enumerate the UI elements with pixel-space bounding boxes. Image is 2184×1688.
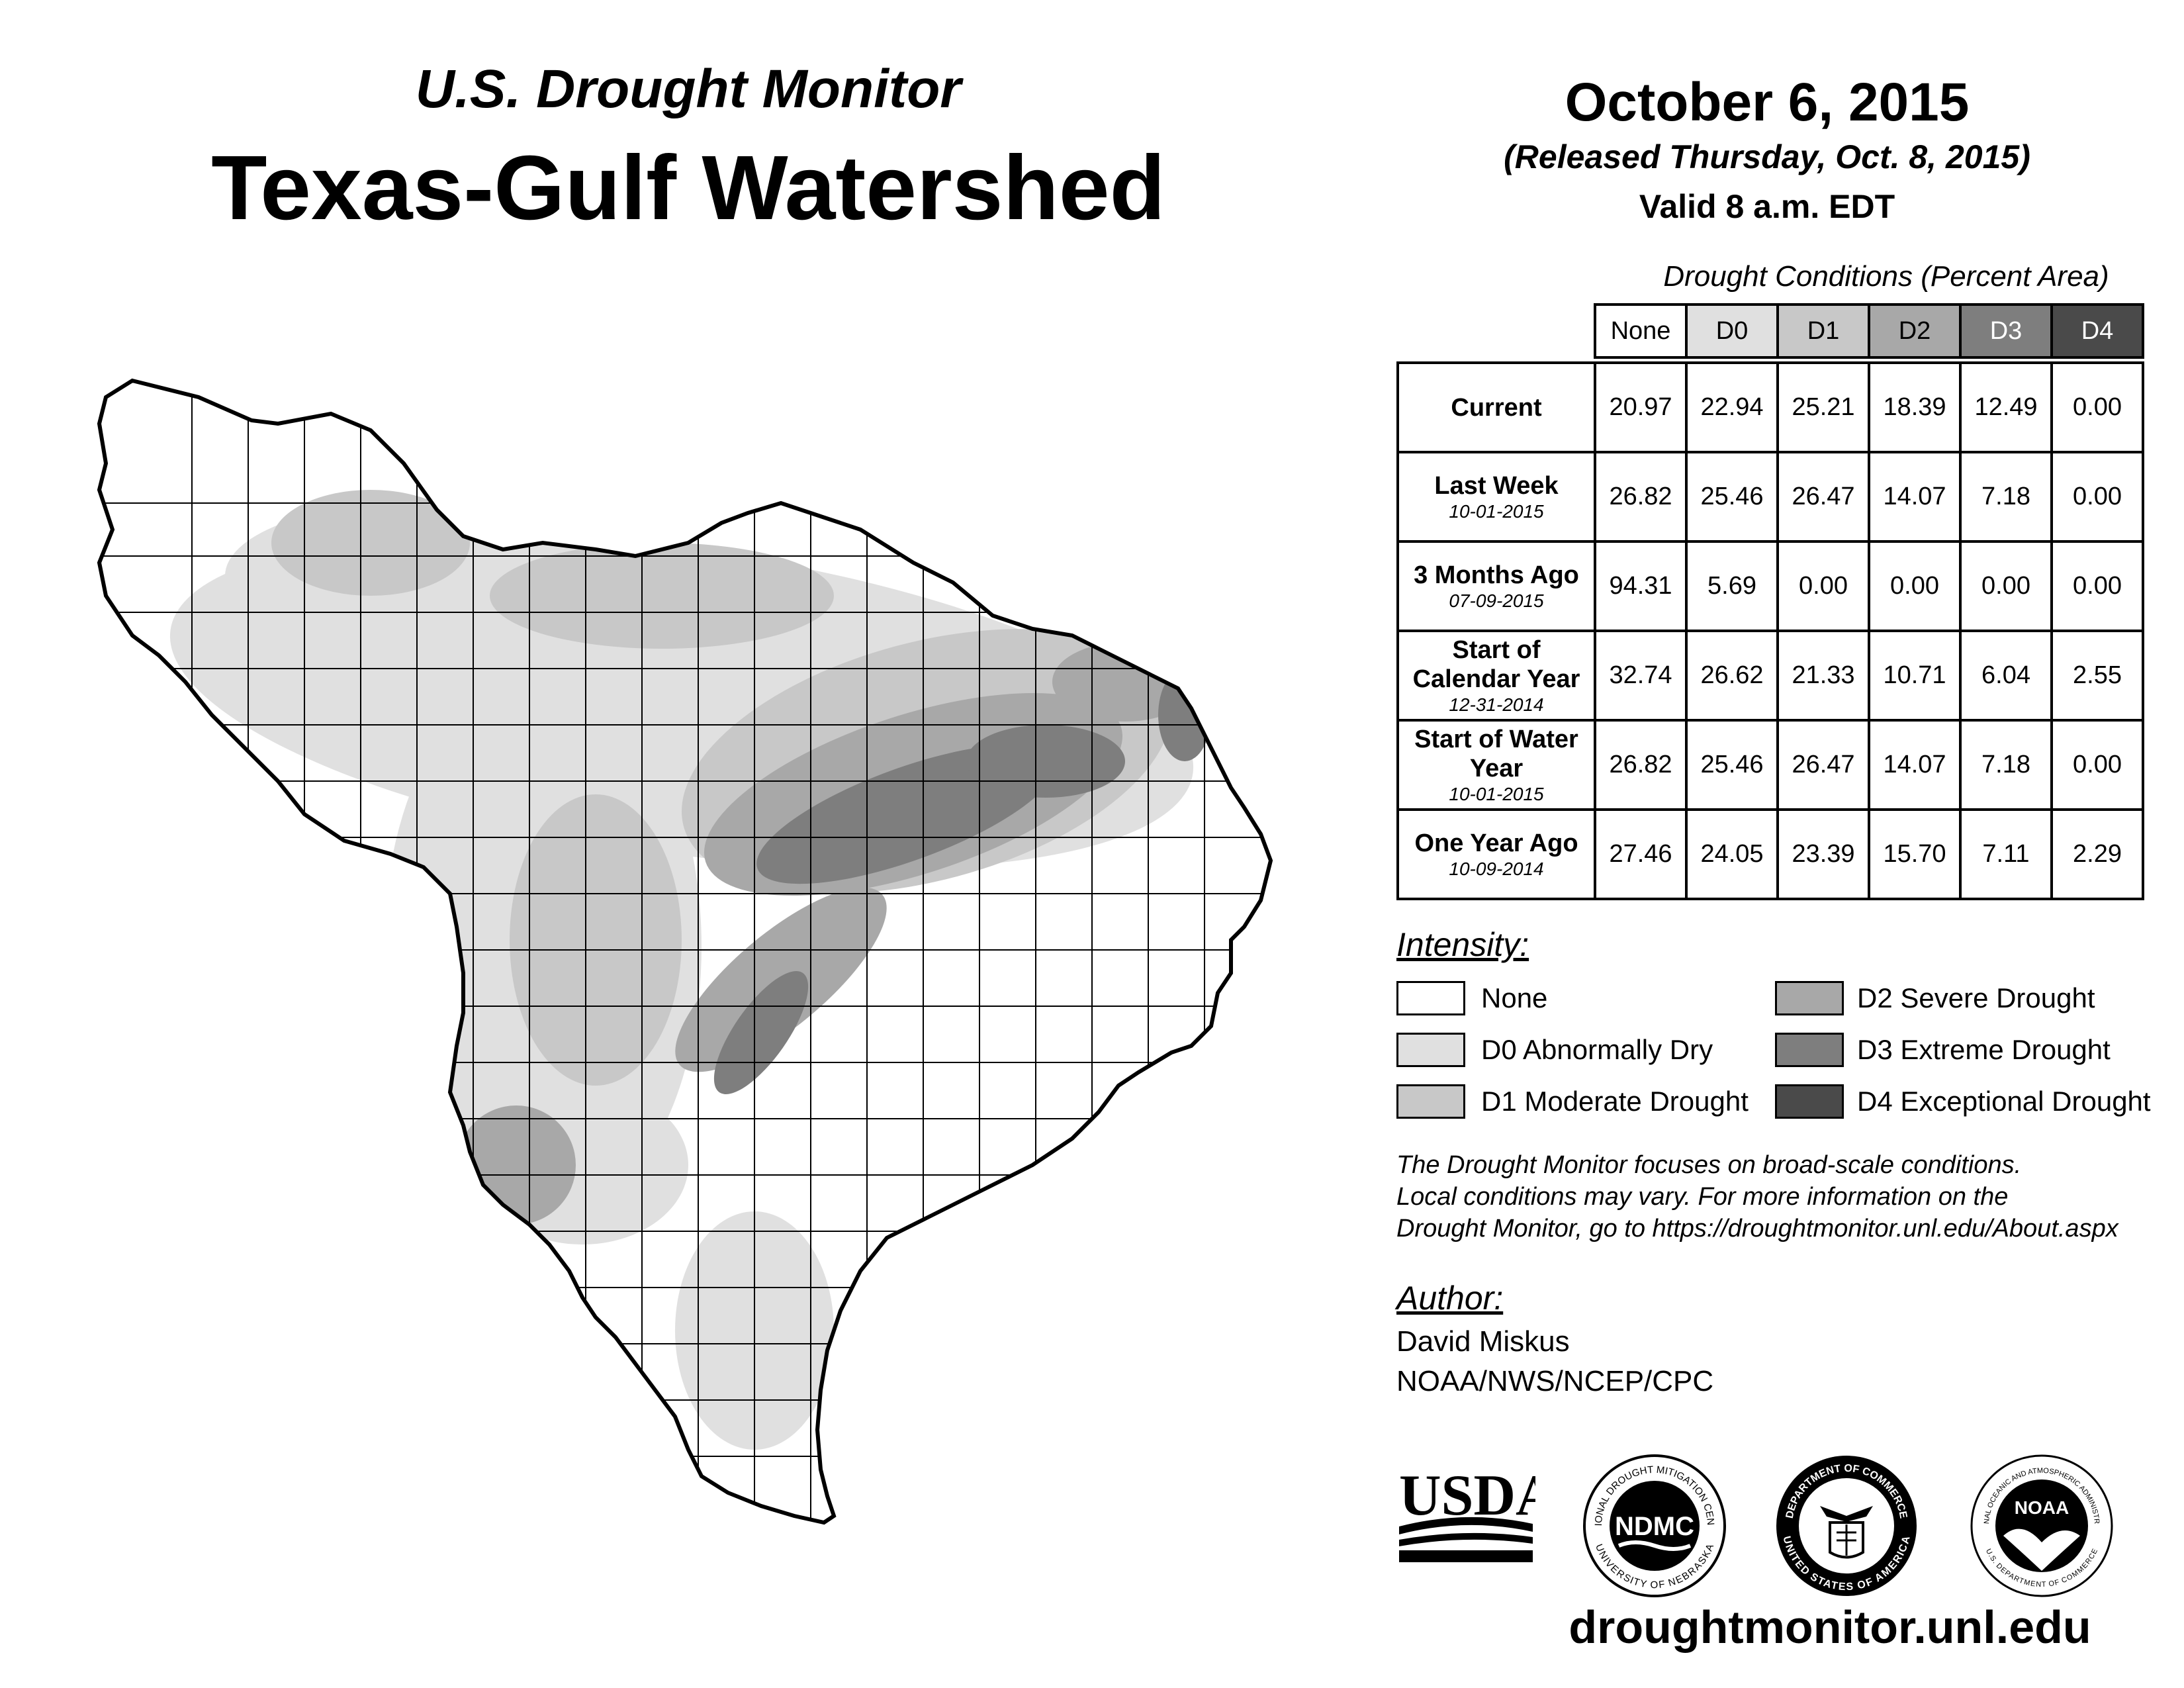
website-link[interactable]: droughtmonitor.unl.edu (1569, 1601, 2091, 1653)
legend-swatch-d3 (1775, 1033, 1844, 1067)
table-cell: 7.11 (1959, 808, 2053, 900)
table-row: Start of Calendar Year 12-31-2014 32.74 2… (1396, 630, 2144, 722)
table-cell: 14.07 (1868, 451, 1962, 543)
legend-swatch-none (1396, 981, 1465, 1015)
table-cell: 25.46 (1685, 451, 1779, 543)
table-cell: 25.21 (1776, 361, 1870, 453)
table-cell: 26.82 (1594, 719, 1688, 811)
table-cell: 12.49 (1959, 361, 2053, 453)
table-cell: 0.00 (1776, 540, 1870, 632)
legend-swatch-d4 (1775, 1084, 1844, 1119)
table-row: Current 20.97 22.94 25.21 18.39 12.49 0.… (1396, 361, 2144, 453)
svg-text:USDA: USDA (1399, 1464, 1535, 1528)
table-cell: 26.82 (1594, 451, 1688, 543)
table-cell: 21.33 (1776, 630, 1870, 722)
row-label: Start of Water Year 10-01-2015 (1396, 719, 1596, 811)
row-date: 10-01-2015 (1449, 783, 1544, 804)
table-cell: 18.39 (1868, 361, 1962, 453)
row-date: 07-09-2015 (1449, 590, 1544, 611)
table-cell: 15.70 (1868, 808, 1962, 900)
table-cell: 0.00 (2050, 719, 2144, 811)
row-date: 10-09-2014 (1449, 858, 1544, 879)
legend-label-none: None (1481, 982, 1548, 1013)
legend-swatch-d0 (1396, 1033, 1465, 1067)
row-date: 10-01-2015 (1449, 500, 1544, 522)
table-cell: 2.29 (2050, 808, 2144, 900)
disclaimer-note: The Drought Monitor focuses on broad-sca… (1396, 1151, 2118, 1243)
row-label: Current (1396, 361, 1596, 453)
table-cell: 14.07 (1868, 719, 1962, 811)
table-cell: 7.18 (1959, 719, 2053, 811)
release-date: (Released Thursday, Oct. 8, 2015) (1504, 138, 2030, 175)
table-cell: 5.69 (1685, 540, 1779, 632)
ndmc-logo: NATIONAL DROUGHT MITIGATION CENTER UNIVE… (1582, 1453, 1726, 1597)
table-cell: 26.62 (1685, 630, 1779, 722)
legend-label-d4: D4 Exceptional Drought (1857, 1086, 2151, 1117)
author-title: Author: (1396, 1280, 1504, 1317)
col-header-d3: D3 (1959, 303, 2053, 359)
table-row: Start of Water Year 10-01-2015 26.82 25.4… (1396, 719, 2144, 811)
svg-text:NDMC: NDMC (1615, 1512, 1694, 1541)
col-header-none: None (1594, 303, 1688, 359)
table-cell: 0.00 (1959, 540, 2053, 632)
row-label: Start of Calendar Year 12-31-2014 (1396, 630, 1596, 722)
table-cell: 25.46 (1685, 719, 1779, 811)
table-cell: 26.47 (1776, 719, 1870, 811)
table-cell: 23.39 (1776, 808, 1870, 900)
table-cell: 2.55 (2050, 630, 2144, 722)
table-cell: 0.00 (2050, 451, 2144, 543)
table-cell: 0.00 (1868, 540, 1962, 632)
legend-swatch-d2 (1775, 981, 1844, 1015)
table-row: Last Week 10-01-2015 26.82 25.46 26.47 14… (1396, 451, 2144, 543)
table-cell: 7.18 (1959, 451, 2053, 543)
table-cell: 0.00 (2050, 540, 2144, 632)
author-name: David Miskus (1396, 1325, 1570, 1358)
legend-label-d2: D2 Severe Drought (1857, 982, 2095, 1013)
commerce-seal: DEPARTMENT OF COMMERCE UNITED STATES OF … (1776, 1456, 1917, 1596)
table-cell: 20.97 (1594, 361, 1688, 453)
table-header-row: None D0 D1 D2 D3 D4 (1398, 303, 2144, 359)
legend-label-d1: D1 Moderate Drought (1481, 1086, 1749, 1117)
table-cell: 22.94 (1685, 361, 1779, 453)
table-row: One Year Ago 10-09-2014 27.46 24.05 23.39… (1396, 808, 2144, 900)
map-title: Texas-Gulf Watershed (211, 137, 1165, 239)
drought-map (0, 0, 1377, 1688)
table-cell: 24.05 (1685, 808, 1779, 900)
valid-time: Valid 8 a.m. EDT (1639, 188, 1895, 225)
table-caption: Drought Conditions (Percent Area) (1663, 260, 2109, 293)
row-date: 12-31-2014 (1449, 694, 1544, 715)
table-row: 3 Months Ago 07-09-2015 94.31 5.69 0.00 0… (1396, 540, 2144, 632)
legend-label-d3: D3 Extreme Drought (1857, 1034, 2111, 1065)
legend-title: Intensity: (1396, 926, 1529, 963)
table-cell: 0.00 (2050, 361, 2144, 453)
row-label: One Year Ago 10-09-2014 (1396, 808, 1596, 900)
col-header-d0: D0 (1685, 303, 1779, 359)
table-cell: 32.74 (1594, 630, 1688, 722)
author-org: NOAA/NWS/NCEP/CPC (1396, 1365, 1714, 1397)
legend-label-d0: D0 Abnormally Dry (1481, 1034, 1713, 1065)
usda-logo: USDA (1399, 1464, 1535, 1562)
table-cell: 10.71 (1868, 630, 1962, 722)
noaa-logo: NATIONAL OCEANIC AND ATMOSPHERIC ADMINIS… (1969, 1453, 2113, 1597)
drought-conditions-table: None D0 D1 D2 D3 D4 Current 20.97 22.94 … (1396, 303, 2144, 900)
svg-text:NOAA: NOAA (2015, 1497, 2069, 1518)
legend-swatch-d1 (1396, 1084, 1465, 1119)
table-cell: 6.04 (1959, 630, 2053, 722)
col-header-d1: D1 (1776, 303, 1870, 359)
col-header-d4: D4 (2050, 303, 2144, 359)
col-header-d2: D2 (1868, 303, 1962, 359)
monitor-subtitle: U.S. Drought Monitor (415, 59, 962, 119)
table-cell: 26.47 (1776, 451, 1870, 543)
row-label: Last Week 10-01-2015 (1396, 451, 1596, 543)
table-corner (1398, 305, 1595, 357)
table-cell: 94.31 (1594, 540, 1688, 632)
row-label: 3 Months Ago 07-09-2015 (1396, 540, 1596, 632)
table-cell: 27.46 (1594, 808, 1688, 900)
map-date: October 6, 2015 (1565, 72, 1970, 132)
